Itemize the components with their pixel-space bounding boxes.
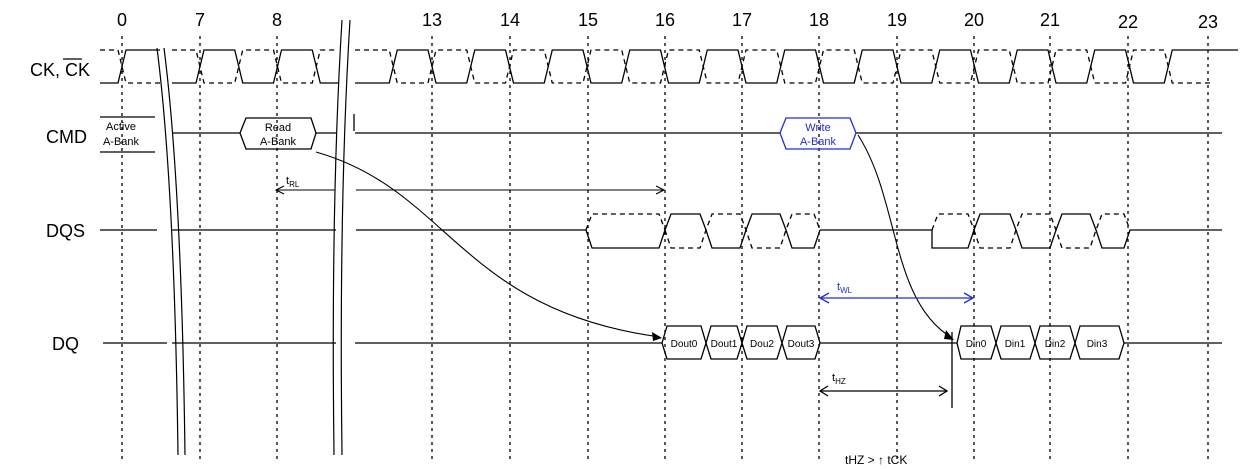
trl-arrow (274, 185, 666, 195)
din-label: Din1 (1005, 339, 1026, 350)
active-command-line1: Active (106, 121, 136, 133)
dout-label: Dout1 (711, 339, 738, 350)
ck-edge (355, 49, 1214, 84)
dout-label: Dou2 (750, 339, 774, 350)
cycle-label: 0 (117, 10, 127, 30)
causality-arrows (315, 134, 953, 339)
thz-note: tHZ > ↑ tCK (845, 453, 907, 467)
cycle-label: 14 (500, 10, 520, 30)
cycle-label: 21 (1040, 10, 1060, 30)
write-command-box (779, 117, 857, 150)
dq-data-box (1074, 325, 1125, 360)
cycle-label: 18 (809, 10, 829, 30)
dqs-signal-label: DQS (46, 221, 85, 241)
write-command-line1: Write (805, 122, 830, 134)
cycle-label: 23 (1198, 12, 1218, 32)
din-label: Din0 (966, 339, 987, 350)
dq-signal-label: DQ (52, 334, 79, 354)
ck-waveform (100, 49, 1238, 84)
read-command-box (239, 117, 317, 150)
dq-data-box (781, 325, 821, 360)
trl-label: tRL (286, 175, 300, 189)
twl-label: tWL (837, 281, 853, 295)
cycle-label: 22 (1118, 12, 1138, 32)
dq-waveform (103, 325, 1222, 408)
write-command-line2: A-Bank (800, 136, 837, 148)
cmd-signal-label: CMD (46, 127, 87, 147)
din-label: Din3 (1087, 339, 1108, 350)
read-command-line2: A-Bank (260, 136, 297, 148)
dqs-waveform (100, 213, 1222, 249)
twl-arrow (818, 292, 975, 304)
ck-bar-label: CK (65, 60, 90, 80)
active-command-line2: A-Bank (103, 136, 140, 148)
cycle-labels: 0 7 8 13 14 15 16 17 18 19 20 21 22 23 (117, 10, 1218, 32)
cycle-label: 20 (964, 10, 984, 30)
cycle-label: 19 (887, 10, 907, 30)
cycle-label: 7 (195, 10, 205, 30)
signal-labels: CK, CK CMD DQS DQ (30, 58, 90, 354)
cycle-label: 17 (732, 10, 752, 30)
thz-arrow (818, 385, 949, 397)
cycle-label: 13 (422, 10, 442, 30)
time-break-markers (156, 19, 351, 456)
cycle-label: 16 (655, 10, 675, 30)
ck-edge (100, 49, 160, 84)
ck-edge (355, 49, 1214, 84)
dout-label: Dout3 (788, 339, 815, 350)
dout-label: Dout0 (671, 339, 698, 350)
cmd-waveform (100, 114, 1222, 153)
ck-edge (100, 49, 160, 84)
thz-label: tHZ (832, 372, 846, 386)
ck-edge (172, 49, 338, 84)
ck-signal-label: CK, CK (30, 60, 90, 80)
read-command-line1: Read (265, 122, 291, 134)
cycle-label: 15 (578, 10, 598, 30)
din-label: Din2 (1045, 339, 1066, 350)
cycle-label: 8 (272, 10, 282, 30)
cycle-gridlines (121, 36, 1209, 462)
